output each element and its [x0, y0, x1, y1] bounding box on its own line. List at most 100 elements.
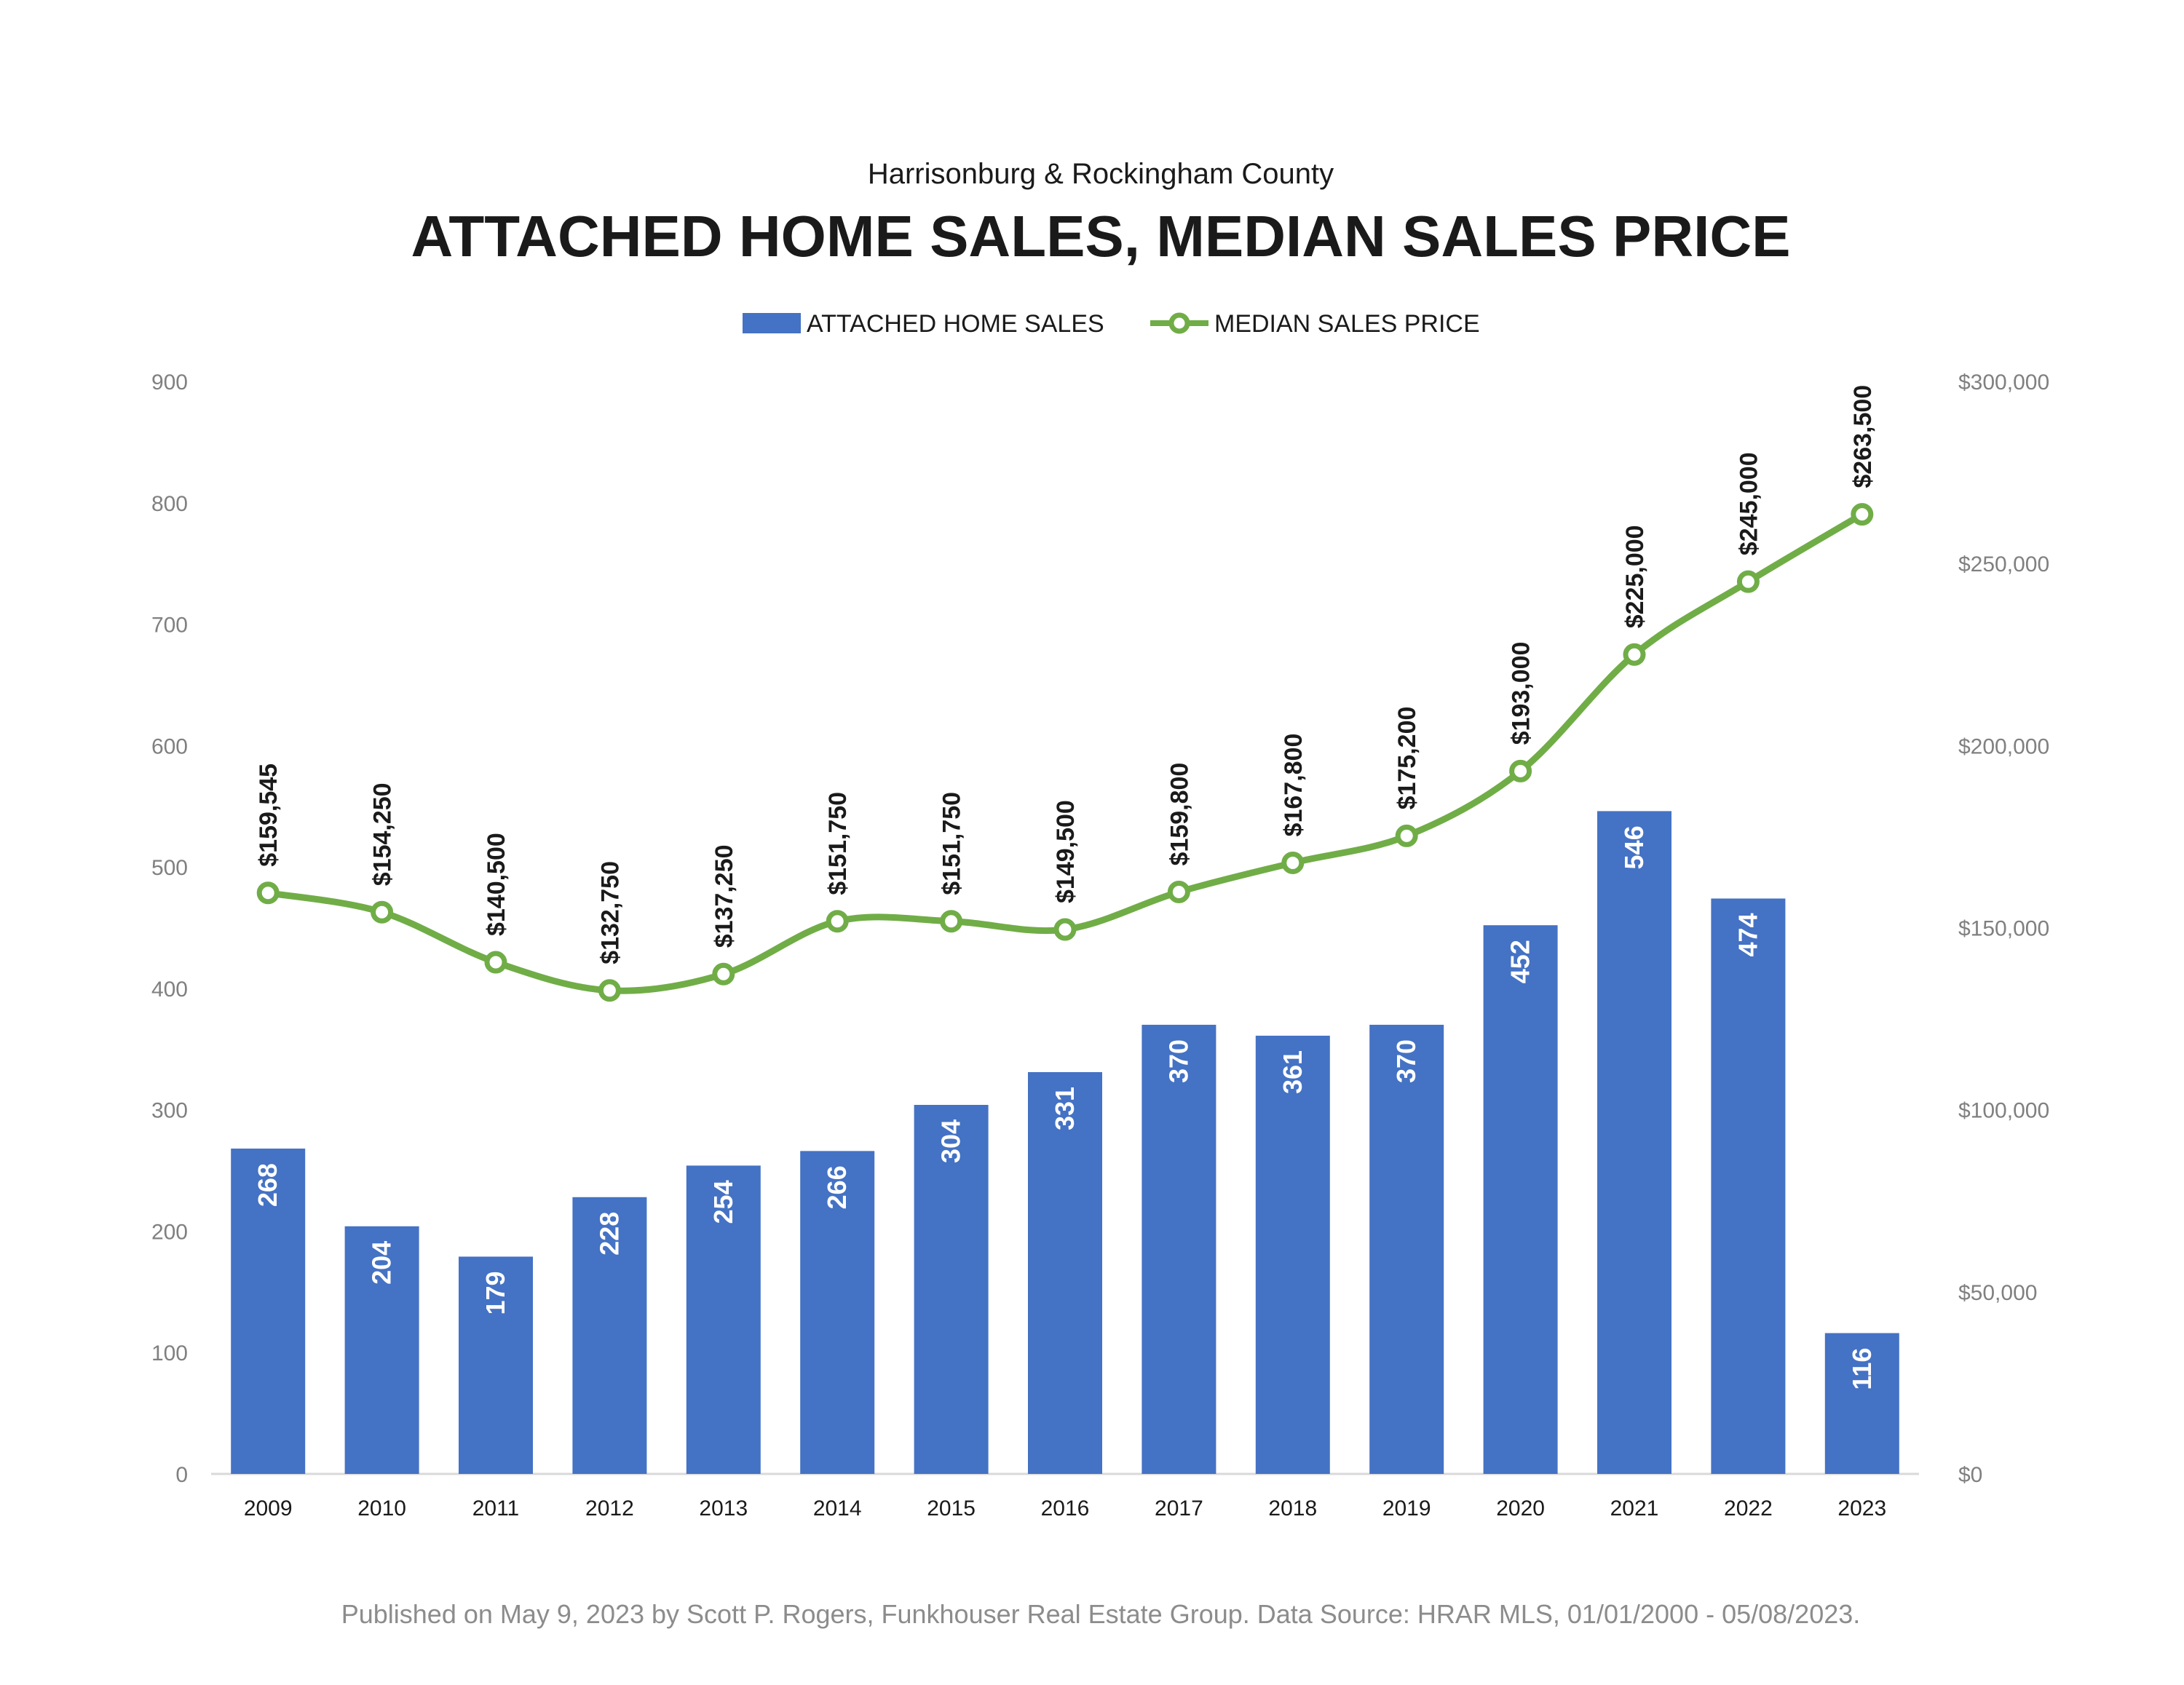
x-axis-tick-label: 2017 [1155, 1496, 1203, 1521]
bar [686, 1165, 761, 1474]
left-axis-tick-label: 700 [151, 614, 188, 638]
x-axis-tick-label: 2010 [357, 1496, 406, 1521]
left-axis-tick-label: 500 [151, 856, 188, 880]
price-data-label: $151,750 [824, 792, 852, 895]
bar [459, 1256, 533, 1474]
left-axis-tick-label: 200 [151, 1220, 188, 1244]
bar-data-label: 304 [936, 1119, 966, 1163]
right-axis-tick-label: $50,000 [1958, 1281, 2037, 1305]
bar-data-label: 474 [1733, 913, 1762, 956]
price-marker [256, 881, 280, 905]
price-data-label: $132,750 [596, 861, 624, 964]
legend-bar-swatch [743, 313, 801, 333]
x-axis-tick-label: 2009 [244, 1496, 293, 1521]
bar-data-label: 228 [594, 1212, 624, 1256]
legend-line-label: MEDIAN SALES PRICE [1214, 310, 1480, 338]
price-data-label: $140,500 [483, 833, 510, 936]
bar [1824, 1333, 1899, 1474]
left-axis-tick-label: 0 [175, 1463, 188, 1487]
bar [800, 1151, 875, 1474]
price-data-label: $154,250 [369, 782, 397, 886]
legend: ATTACHED HOME SALES MEDIAN SALES PRICE [743, 310, 1480, 338]
bar [1597, 811, 1671, 1474]
bar-data-label: 361 [1278, 1050, 1307, 1094]
price-line-series: $159,545 $154,250 $140,500 $132,750 $137,250… [255, 385, 1877, 1002]
x-axis-tick-label: 2016 [1041, 1496, 1090, 1521]
bars-series: 268 204 179 228 254 266 304 331 370 361 370 452 546 4… [231, 811, 1899, 1474]
left-axis-tick-label: 600 [151, 734, 188, 758]
price-data-label: $193,000 [1508, 642, 1535, 745]
right-axis-tick-label: $200,000 [1958, 734, 2049, 758]
price-data-label: $151,750 [938, 792, 966, 895]
bar-data-label: 370 [1163, 1039, 1193, 1083]
x-axis-ticks: 2009 2010 2011 2012 2013 2014 2015 2016 2017 2018… [244, 1496, 1886, 1521]
right-axis-tick-label: $150,000 [1958, 917, 2049, 941]
bar [1711, 898, 1786, 1474]
legend-line-marker [1168, 312, 1190, 334]
bar [1255, 1035, 1330, 1474]
price-marker [1509, 759, 1532, 782]
bar-data-label: 452 [1506, 940, 1535, 983]
price-data-label: $245,000 [1735, 452, 1762, 555]
footnote: Published on May 9, 2023 by Scott P. Rog… [341, 1599, 1861, 1629]
bar [1369, 1024, 1444, 1474]
chart-subtitle: Harrisonburg & Rockingham County [868, 158, 1334, 190]
bar [1483, 925, 1558, 1474]
price-marker [1851, 503, 1874, 526]
chart-title: ATTACHED HOME SALES, MEDIAN SALES PRICE [411, 204, 1791, 269]
bar [572, 1197, 647, 1474]
price-marker [1167, 880, 1190, 903]
bar-data-label: 266 [822, 1165, 852, 1209]
price-data-label: $159,800 [1166, 763, 1193, 866]
price-data-label: $149,500 [1052, 800, 1080, 903]
price-marker [371, 900, 394, 924]
price-marker [712, 962, 735, 986]
price-marker [1395, 824, 1418, 847]
price-marker [1736, 570, 1760, 593]
x-axis-tick-label: 2015 [927, 1496, 976, 1521]
price-marker [484, 951, 507, 974]
bar [914, 1104, 989, 1474]
left-axis-tick-label: 900 [151, 370, 188, 395]
price-data-label: $175,200 [1393, 707, 1421, 810]
price-data-label: $167,800 [1280, 734, 1307, 837]
price-marker [598, 979, 621, 1002]
left-axis-tick-label: 800 [151, 492, 188, 516]
left-axis: 0 100 200 300 400 500 600 700 800 900 [151, 370, 188, 1487]
price-marker [1053, 918, 1077, 941]
right-axis: $0 $50,000 $100,000 $150,000 $200,000 $250,00… [1958, 370, 2049, 1487]
bar-data-label: 370 [1391, 1039, 1421, 1083]
bar-data-label: 204 [367, 1241, 397, 1285]
x-axis-tick-label: 2022 [1724, 1496, 1773, 1521]
bar-data-label: 179 [480, 1271, 510, 1315]
bar [1028, 1071, 1102, 1474]
x-axis-tick-label: 2014 [813, 1496, 862, 1521]
bar [344, 1226, 419, 1474]
price-marker [940, 910, 963, 933]
price-data-label: $263,500 [1849, 385, 1877, 488]
bar-data-label: 268 [253, 1163, 282, 1207]
bar-data-label: 331 [1050, 1087, 1080, 1130]
x-axis-tick-label: 2020 [1496, 1496, 1545, 1521]
bar-data-label: 546 [1619, 825, 1649, 869]
price-marker [1281, 851, 1305, 874]
right-axis-tick-label: $250,000 [1958, 552, 2049, 576]
bar-data-label: 254 [708, 1180, 738, 1224]
left-axis-tick-label: 100 [151, 1341, 188, 1365]
bar-data-label: 116 [1847, 1348, 1877, 1390]
x-axis-tick-label: 2011 [472, 1496, 520, 1521]
bar [1142, 1024, 1216, 1474]
right-axis-tick-label: $100,000 [1958, 1099, 2049, 1123]
price-data-label: $159,545 [255, 764, 282, 867]
x-axis-tick-label: 2018 [1268, 1496, 1317, 1521]
price-data-label: $225,000 [1621, 525, 1649, 628]
right-axis-tick-label: $300,000 [1958, 370, 2049, 395]
x-axis-tick-label: 2019 [1382, 1496, 1431, 1521]
price-marker [1623, 643, 1646, 666]
legend-bars-label: ATTACHED HOME SALES [807, 310, 1104, 338]
left-axis-tick-label: 300 [151, 1099, 188, 1123]
price-data-label: $137,250 [711, 844, 738, 948]
right-axis-tick-label: $0 [1958, 1463, 1982, 1487]
x-axis-tick-label: 2023 [1837, 1496, 1886, 1521]
